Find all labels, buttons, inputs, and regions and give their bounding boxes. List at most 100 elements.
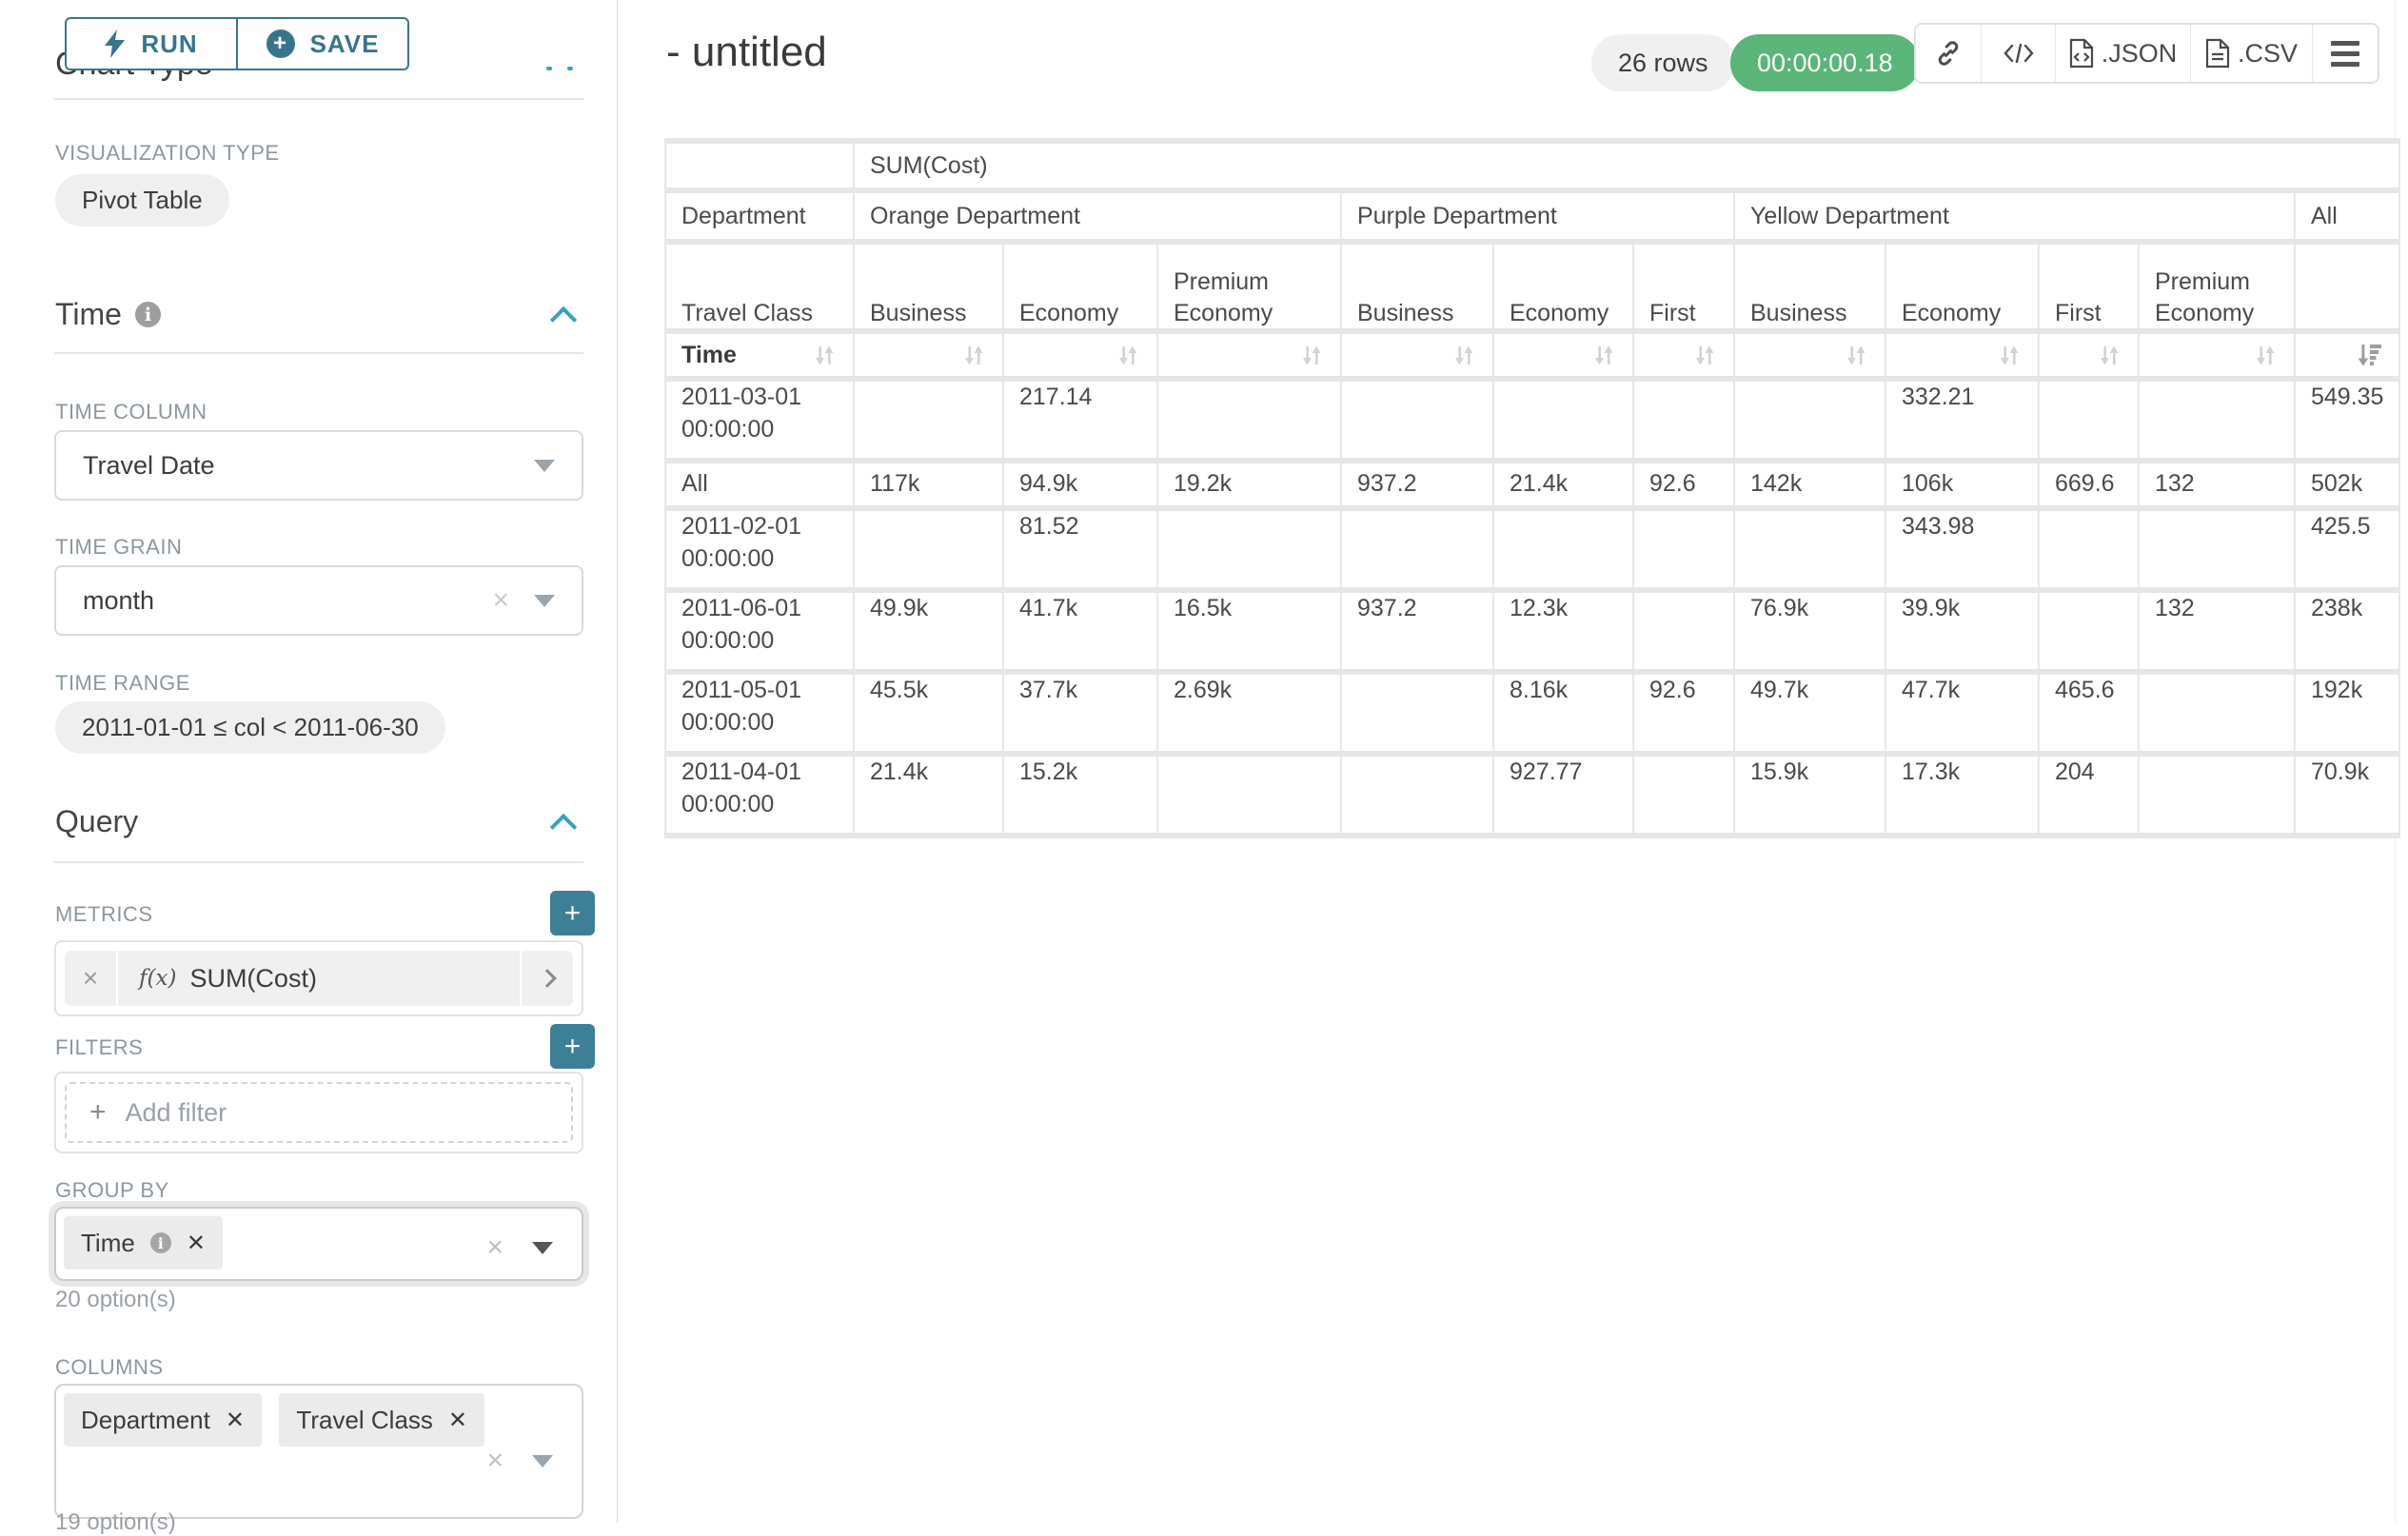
sort-column-header[interactable] — [2040, 334, 2138, 376]
remove-chip-icon[interactable]: ✕ — [447, 1407, 468, 1433]
menu-button[interactable] — [2313, 25, 2378, 82]
value-cell: 937.2 — [1342, 463, 1492, 505]
save-button[interactable]: + SAVE — [237, 17, 409, 70]
remove-chip-icon[interactable]: ✕ — [225, 1407, 245, 1433]
expand-metric-button[interactable] — [520, 951, 573, 1006]
pivot-table: SUM(Cost) Department Orange Department Purp… — [664, 138, 2401, 838]
row-label: 2011-04-01 00:00:00 — [666, 757, 853, 833]
visualization-type-label: VISUALIZATION TYPE — [55, 141, 280, 165]
panel-divider[interactable] — [617, 0, 618, 1523]
sort-icon — [2001, 345, 2019, 364]
value-cell: 204 — [2040, 757, 2138, 833]
columns-chip-travel-class[interactable]: Travel Class ✕ — [279, 1393, 485, 1447]
chart-title[interactable]: - untitled — [666, 29, 827, 75]
value-cell: 12.3k — [1494, 593, 1632, 669]
metric-chip[interactable]: × f(x) SUM(Cost) — [65, 951, 573, 1006]
time-grain-select[interactable]: month × — [54, 565, 583, 636]
filters-box: + Add filter — [54, 1072, 583, 1153]
sort-column-header[interactable] — [1494, 334, 1632, 376]
sort-by-time-header[interactable]: Time — [666, 334, 853, 376]
run-button-label: RUN — [141, 29, 198, 58]
sort-column-header[interactable] — [1886, 334, 2038, 376]
column-header: Economy — [1494, 245, 1632, 328]
add-filter-dropzone[interactable]: + Add filter — [65, 1082, 573, 1143]
value-cell: 549.35 — [2296, 382, 2399, 458]
column-header: Premium Economy — [1158, 245, 1340, 328]
divider — [54, 861, 583, 863]
table-row: 2011-03-01 00:00:00 217.14 332.21 549.35 — [666, 382, 2399, 458]
add-metric-button[interactable]: + — [550, 891, 595, 935]
time-grain-value: month — [83, 585, 155, 615]
value-cell — [2140, 511, 2294, 587]
metric-name: SUM(Cost) — [189, 963, 317, 993]
value-cell — [1342, 511, 1492, 587]
view-query-button[interactable] — [1982, 25, 2056, 82]
export-csv-button[interactable]: .CSV — [2191, 25, 2313, 82]
chevron-down-icon — [532, 1454, 553, 1467]
value-cell: 92.6 — [1634, 675, 1733, 751]
value-cell: 192k — [2296, 675, 2399, 751]
time-grain-label: TIME GRAIN — [55, 535, 183, 559]
column-header — [2296, 245, 2399, 328]
columns-chip-department[interactable]: Department ✕ — [64, 1393, 262, 1447]
chevron-down-icon — [534, 594, 555, 607]
group-by-select[interactable]: Time i ✕ × — [54, 1207, 583, 1281]
row-label: 2011-02-01 00:00:00 — [666, 511, 853, 587]
sort-column-header[interactable] — [855, 334, 1002, 376]
link-icon — [1938, 41, 1959, 66]
remove-chip-icon[interactable]: ✕ — [186, 1230, 206, 1256]
sort-column-header[interactable] — [1158, 334, 1340, 376]
sort-icon — [1455, 345, 1473, 364]
hamburger-icon — [2331, 40, 2359, 67]
sort-column-header[interactable] — [1634, 334, 1733, 376]
sort-column-header[interactable] — [2140, 334, 2294, 376]
divider — [54, 98, 583, 100]
columns-select[interactable]: Department ✕ Travel Class ✕ × — [54, 1384, 583, 1519]
sort-column-header[interactable] — [1342, 334, 1492, 376]
column-header: Business — [855, 245, 1002, 328]
value-cell: 15.9k — [1735, 757, 1885, 833]
sort-column-header[interactable] — [1004, 334, 1156, 376]
export-json-label: .JSON — [2101, 38, 2178, 68]
clear-icon[interactable]: × — [492, 584, 509, 616]
department-dimension-label: Department — [666, 193, 853, 239]
control-panel: Chart Type RUN + SAVE VISUALIZATION TYPE… — [0, 0, 617, 1535]
value-cell: 15.2k — [1004, 757, 1156, 833]
query-section-title: Query — [55, 804, 139, 838]
collapse-query-section-icon[interactable] — [549, 813, 578, 841]
clear-icon[interactable]: × — [486, 1445, 503, 1476]
value-cell — [1634, 511, 1733, 587]
code-icon — [2003, 43, 2034, 64]
file-code-icon — [2069, 38, 2093, 69]
value-cell — [1735, 511, 1885, 587]
panel-drag-handle[interactable] — [546, 67, 573, 70]
time-range-value[interactable]: 2011-01-01 ≤ col < 2011-06-30 — [55, 701, 445, 754]
copy-link-button[interactable] — [1916, 25, 1982, 82]
run-button[interactable]: RUN — [65, 17, 237, 70]
remove-metric-icon[interactable]: × — [65, 951, 118, 1006]
value-cell — [1342, 757, 1492, 833]
add-filter-button[interactable]: + — [550, 1024, 595, 1069]
travel-class-dimension-label: Travel Class — [666, 245, 853, 328]
clear-icon[interactable]: × — [486, 1231, 503, 1263]
row-label: 2011-03-01 00:00:00 — [666, 382, 853, 458]
group-by-chip-time[interactable]: Time i ✕ — [64, 1216, 223, 1270]
column-header: Economy — [1886, 245, 2038, 328]
collapse-time-section-icon[interactable] — [549, 305, 578, 334]
time-column-select[interactable]: Travel Date — [54, 430, 583, 501]
sort-icon — [1595, 345, 1613, 364]
sort-column-header[interactable] — [1735, 334, 1885, 376]
plus-icon: + — [89, 1096, 107, 1128]
chevron-down-icon — [532, 1241, 553, 1254]
column-group-header: Purple Department — [1342, 193, 1733, 239]
value-cell — [2040, 593, 2138, 669]
export-json-button[interactable]: .JSON — [2056, 25, 2191, 82]
value-cell: 37.7k — [1004, 675, 1156, 751]
sort-icon — [1119, 345, 1137, 364]
metrics-label: METRICS — [55, 902, 153, 926]
sort-desc-icon — [2358, 345, 2382, 366]
value-cell: 49.7k — [1735, 675, 1885, 751]
value-cell: 117k — [855, 463, 1002, 505]
sort-column-header[interactable] — [2296, 334, 2399, 376]
visualization-type-value[interactable]: Pivot Table — [55, 174, 229, 226]
